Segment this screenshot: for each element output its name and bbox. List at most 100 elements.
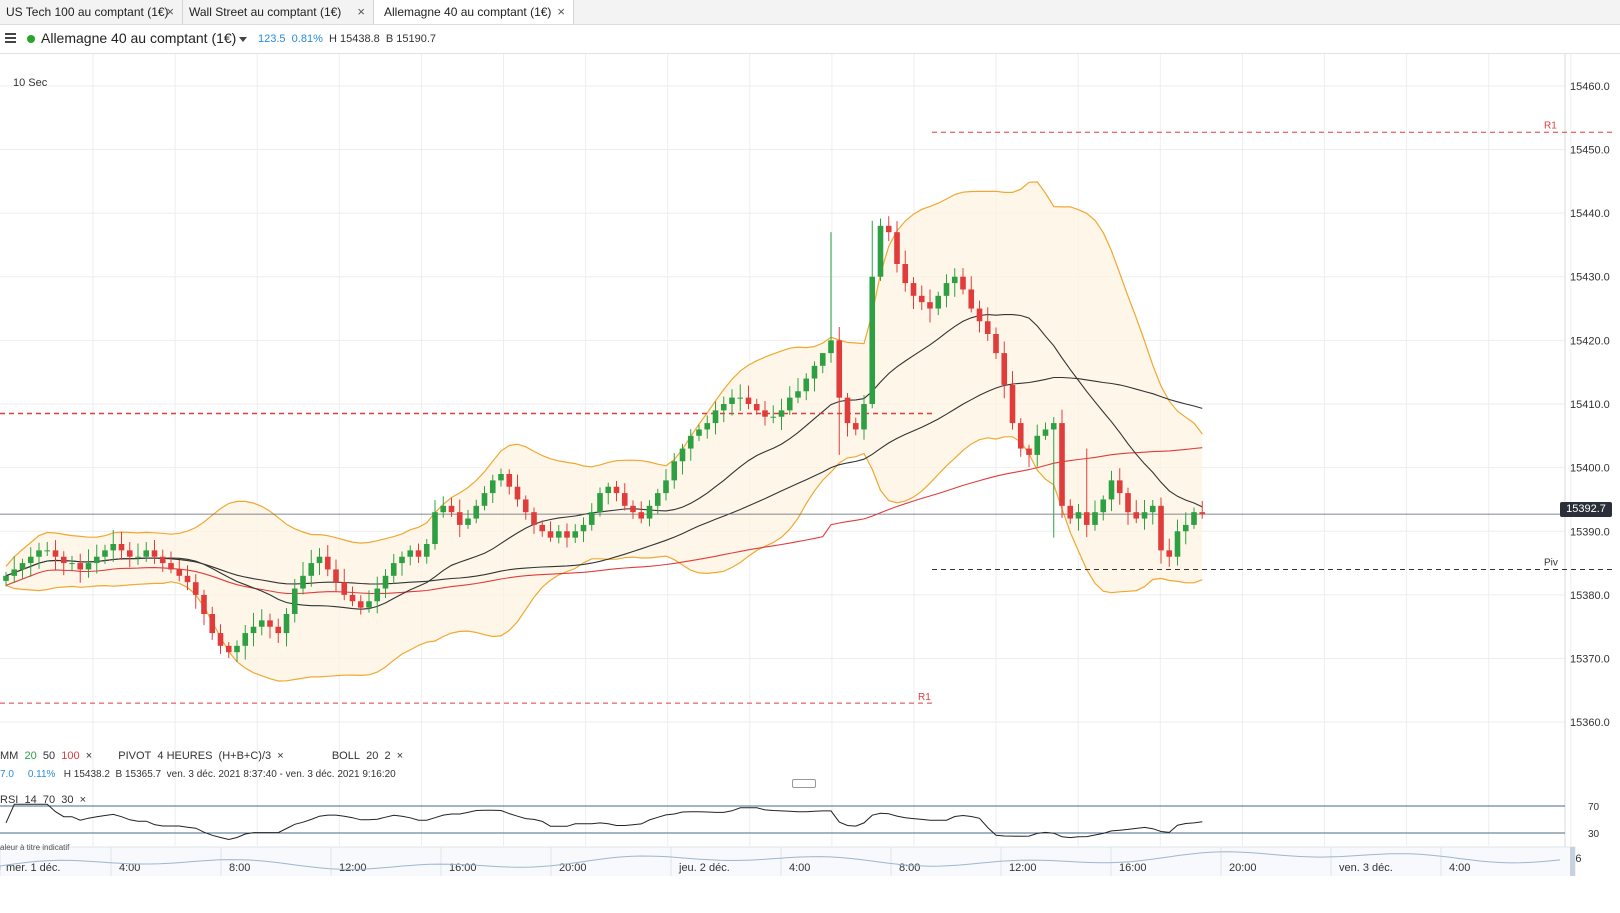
y-tick-label: 15420.0 — [1570, 335, 1610, 347]
navigator-label: 12:00 — [339, 862, 367, 874]
candle-body — [357, 601, 364, 608]
rsi-line — [5, 803, 1203, 841]
candle-body — [102, 550, 108, 557]
rsi-label[interactable]: RSI — [0, 794, 19, 806]
candle-body — [440, 505, 447, 513]
close-icon[interactable]: × — [357, 4, 365, 19]
candle-body — [729, 397, 735, 404]
candle-body — [432, 512, 438, 544]
mm-period-50: 50 — [42, 750, 56, 762]
remove-mm-icon[interactable]: × — [85, 750, 93, 762]
candle-body — [869, 276, 876, 404]
candle-body — [423, 544, 430, 557]
candle-body — [217, 633, 224, 646]
pane-resize-handle[interactable] — [792, 779, 816, 788]
candle-body — [415, 550, 422, 557]
candle-body — [234, 645, 240, 653]
y-tick-label: 15380.0 — [1570, 590, 1610, 602]
candle-body — [44, 550, 51, 552]
candle-body — [225, 645, 232, 653]
candle-body — [1182, 524, 1189, 532]
change-value: 123.5 — [258, 33, 286, 45]
pivot-period: 4 HEURES — [157, 750, 213, 762]
remove-pivot-icon[interactable]: × — [277, 750, 284, 762]
mm-label[interactable]: MM — [0, 750, 19, 762]
close-icon[interactable]: × — [557, 4, 565, 19]
candle-body — [390, 563, 397, 576]
boll-period: 20 — [366, 750, 379, 762]
ma-20-line — [5, 314, 1203, 610]
tab-label: US Tech 100 au comptant (1€) — [6, 5, 169, 19]
y-tick-label: 15400.0 — [1570, 463, 1610, 475]
candle-body — [473, 505, 480, 519]
range-change-percent: 0.11% — [27, 769, 56, 780]
candle-body — [11, 569, 18, 576]
candle-body — [910, 283, 917, 296]
candle-body — [374, 588, 381, 602]
boll-label[interactable]: BOLL — [331, 750, 360, 762]
candle-body — [1059, 423, 1065, 506]
market-open-status-dot — [27, 35, 35, 43]
candle-body — [135, 556, 141, 558]
candle-body — [3, 575, 9, 581]
candle-body — [1042, 429, 1049, 436]
candle-body — [1116, 480, 1123, 494]
candle-body — [1092, 512, 1098, 525]
candle-body — [580, 524, 587, 532]
chevron-down-icon[interactable] — [239, 37, 247, 42]
close-icon[interactable]: × — [166, 4, 174, 19]
candle-body — [630, 505, 636, 513]
candle-body — [1034, 435, 1041, 455]
candle-body — [828, 340, 834, 354]
remove-boll-icon[interactable]: × — [396, 750, 404, 762]
candle-body — [960, 276, 966, 290]
candle-body — [1075, 512, 1082, 519]
candle-body — [514, 486, 521, 500]
candle-body — [316, 556, 323, 564]
candle-body — [803, 378, 810, 392]
navigator-label: jeu. 2 déc. — [678, 862, 730, 874]
y-tick-label: 15370.0 — [1570, 654, 1610, 666]
candle-body — [679, 448, 686, 462]
instrument-selector[interactable]: Allemagne 40 au comptant (1€) — [41, 30, 237, 46]
candle-body — [547, 531, 554, 538]
candle-body — [1141, 512, 1148, 519]
candle-body — [1133, 512, 1140, 519]
candle-body — [885, 225, 892, 233]
pivot-formula: (H+B+C)/3 — [218, 750, 272, 762]
candle-body — [308, 563, 315, 576]
navigator-label: 4:00 — [1449, 862, 1470, 874]
candle-body — [143, 550, 150, 557]
tab-allemagne-40[interactable]: Allemagne 40 au comptant (1€) × — [374, 0, 574, 24]
pivot-label[interactable]: PIVOT — [118, 750, 152, 762]
last-price-label: 15392.7 — [1560, 502, 1612, 517]
candle-body — [349, 594, 356, 602]
timeframe-label[interactable]: 10 Sec — [13, 77, 48, 89]
candle-body — [27, 556, 34, 564]
rsi-lower: 30 — [61, 794, 74, 806]
candle-body — [242, 633, 249, 646]
candle-body — [877, 225, 884, 277]
candle-body — [267, 620, 273, 627]
y-tick-label: 15440.0 — [1570, 208, 1610, 220]
price-chart[interactable]: R1 R1 Piv 15460.0 15450.0 15440.0 15430.0 1542… — [0, 54, 1620, 876]
candle-body — [663, 480, 669, 494]
navigator-label: 20:00 — [559, 862, 587, 874]
candle-body — [844, 397, 851, 424]
menu-icon[interactable] — [5, 33, 16, 43]
tab-wall-street[interactable]: Wall Street au comptant (1€) × — [183, 0, 374, 24]
candle-body — [1108, 480, 1115, 500]
candle-body — [1050, 423, 1057, 430]
tab-us-tech-100[interactable]: US Tech 100 au comptant (1€) × — [0, 0, 183, 24]
candle-body — [745, 397, 752, 404]
candle-body — [588, 512, 595, 525]
candle-body — [291, 588, 298, 614]
candle-body — [531, 512, 537, 525]
pivot-r1-label: R1 — [1544, 120, 1557, 131]
range-high: H 15438.2 — [63, 769, 110, 780]
candle-body — [795, 391, 801, 398]
candle-body — [984, 321, 991, 334]
remove-rsi-icon[interactable]: × — [79, 794, 87, 806]
candle-body — [778, 410, 785, 417]
candle-body — [126, 550, 133, 557]
